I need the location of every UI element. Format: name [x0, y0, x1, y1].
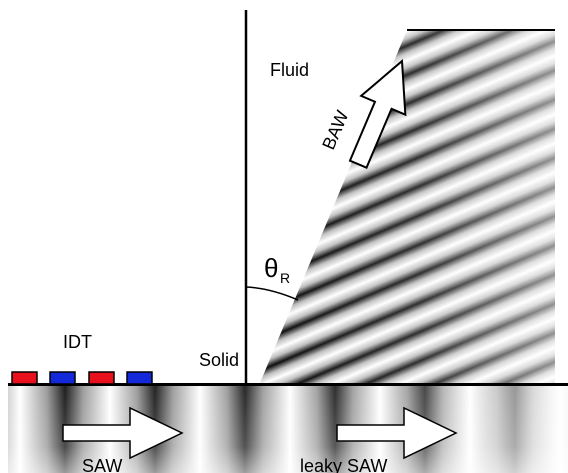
electrode-blue: [126, 371, 153, 385]
theta-symbol: θ: [264, 253, 278, 283]
idt-electrodes: [11, 371, 153, 385]
leaky-saw-label: leaky SAW: [300, 456, 387, 473]
baw-arrow: [348, 59, 407, 170]
idt-label: IDT: [63, 332, 92, 352]
fluid-label: Fluid: [270, 60, 309, 80]
saw-label: SAW: [82, 456, 122, 473]
electrode-red: [88, 371, 115, 385]
theta-subscript: R: [280, 270, 290, 286]
leaky-saw-arrow: [336, 406, 458, 460]
baw-label: BAW: [318, 108, 352, 153]
saw-arrow: [62, 406, 184, 460]
electrode-red: [11, 371, 38, 385]
electrode-blue: [49, 371, 76, 385]
rayleigh-angle-arc: [245, 286, 299, 301]
solid-label: Solid: [199, 350, 239, 370]
